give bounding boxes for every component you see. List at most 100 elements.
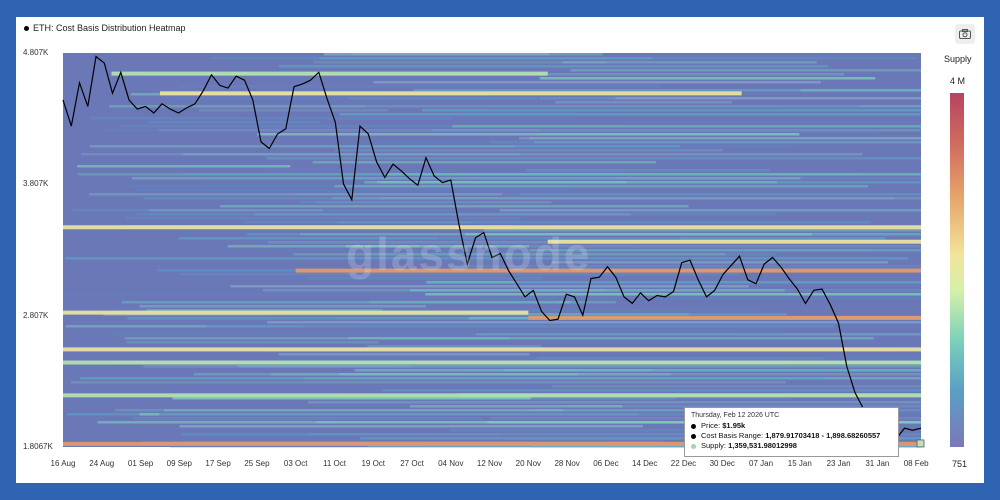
supply-dot-icon [691, 443, 696, 449]
heatmap-stripe [339, 113, 922, 116]
screenshot-button[interactable] [955, 24, 975, 44]
heatmap-stripe [367, 345, 542, 348]
heatmap-stripe [199, 109, 388, 112]
heatmap-stripe [139, 301, 559, 304]
colorbar-max-label: 4 M [950, 76, 966, 86]
tooltip-range-label: Cost Basis Range: [701, 431, 764, 440]
heatmap-stripe [119, 125, 619, 128]
heatmap-stripe [381, 389, 921, 392]
tooltip-range-value: 1,879.91703418 - 1,898.68260557 [765, 431, 881, 440]
heatmap-band [63, 360, 921, 365]
heatmap-stripe [262, 289, 606, 292]
heatmap-stripe [519, 137, 921, 140]
heatmap-stripe [499, 209, 921, 212]
heatmap-stripe [452, 125, 921, 128]
heatmap-stripe [425, 293, 921, 296]
x-tick-label: 07 Jan [749, 459, 774, 468]
x-tick-label: 16 Aug [50, 459, 76, 468]
heatmap-stripe [360, 437, 921, 440]
x-tick-label: 14 Dec [632, 459, 658, 468]
heatmap-band [63, 441, 921, 446]
heatmap-stripe [300, 233, 921, 236]
x-tick-label: 15 Jan [787, 459, 812, 468]
heatmap-stripe [143, 365, 412, 368]
tooltip-price-value: $1.95k [722, 421, 746, 430]
heatmap-stripe [562, 61, 817, 64]
heatmap-stripe [437, 237, 681, 240]
heatmap-stripe [409, 289, 785, 292]
tooltip-supply-row: Supply: 1,359,531.98012998 [691, 441, 892, 451]
heatmap-stripe [135, 189, 567, 192]
heatmap-stripe [277, 157, 922, 160]
heatmap-stripe [173, 97, 616, 100]
price-line [62, 55, 922, 440]
x-tick-label: 22 Dec [670, 459, 697, 468]
camera-icon [959, 29, 971, 39]
heatmap-stripe [490, 141, 921, 144]
heatmap-stripe [77, 165, 291, 168]
heatmap-stripe [260, 249, 921, 252]
heatmap-stripe [280, 133, 535, 136]
heatmap-stripe [230, 285, 749, 288]
tooltip-range-row: Cost Basis Range: 1,879.91703418 - 1,898… [691, 431, 892, 441]
heatmap-stripe [293, 253, 726, 256]
heatmap-stripe [65, 325, 304, 328]
heatmap-stripe [89, 145, 515, 148]
tooltip: Thursday, Feb 12 2026 UTC Price: $1.95k … [684, 407, 899, 457]
heatmap-stripe [312, 161, 657, 164]
heatmap-stripe [182, 433, 704, 436]
heatmap-stripe [299, 201, 474, 204]
x-tick-label: 23 Jan [826, 459, 851, 468]
heatmap-stripe [413, 89, 921, 92]
heatmap-stripe [386, 173, 921, 176]
x-tick-label: 11 Oct [322, 459, 346, 468]
heatmap-stripe [270, 373, 921, 376]
tooltip-supply-value: 1,359,531.98012998 [728, 441, 797, 450]
heatmap-band [528, 315, 921, 320]
heatmap-stripe [323, 53, 550, 56]
heatmap-stripe [475, 333, 921, 336]
x-tick-label: 08 Feb [903, 459, 929, 468]
heatmap-stripe [503, 369, 921, 372]
heatmap-stripe [409, 405, 623, 408]
heatmap-stripe [368, 445, 922, 448]
heatmap-stripe [194, 373, 672, 376]
heatmap-stripe [102, 129, 880, 132]
heatmap-stripe [278, 353, 530, 356]
heatmap-stripe [422, 109, 921, 112]
heatmap-stripe [331, 197, 895, 200]
chart-title: ETH: Cost Basis Distribution Heatmap [24, 23, 186, 33]
heatmap-stripe [365, 105, 860, 108]
heatmap-stripe [238, 365, 922, 368]
heatmap-stripe [555, 101, 732, 104]
heatmap-stripe [89, 117, 454, 120]
heatmap-stripe [172, 397, 531, 400]
colorbar [950, 93, 964, 447]
heatmap-stripe [159, 413, 773, 416]
heatmap-stripe [126, 341, 379, 344]
tooltip-date: Thursday, Feb 12 2026 UTC [691, 412, 780, 419]
heatmap-chart[interactable] [16, 17, 984, 483]
heatmap-stripe [345, 245, 529, 248]
x-tick-label: 03 Oct [283, 459, 308, 468]
heatmap-stripe [89, 193, 503, 196]
tooltip-price-label: Price: [701, 421, 721, 430]
heatmap-stripe [423, 245, 921, 248]
heatmap-stripe [182, 153, 863, 156]
y-tick-label: 1.8067K [23, 442, 53, 451]
heatmap-stripe [147, 121, 320, 124]
heatmap-stripe [539, 77, 876, 80]
tooltip-price-row: Price: $1.95k [691, 421, 892, 431]
heatmap-stripe [179, 425, 644, 428]
heatmap-stripe [474, 329, 739, 332]
x-tick-label: 12 Nov [476, 459, 503, 468]
heatmap-stripe [479, 297, 921, 300]
heatmap-stripe [220, 205, 689, 208]
heatmap-stripe [447, 265, 921, 268]
heatmap-stripe [552, 385, 921, 388]
heatmap-band [111, 71, 548, 76]
heatmap-stripe [205, 177, 619, 180]
heatmap-stripe [270, 313, 787, 316]
heatmap-stripe [339, 373, 579, 376]
y-tick-label: 2.807K [23, 310, 49, 320]
